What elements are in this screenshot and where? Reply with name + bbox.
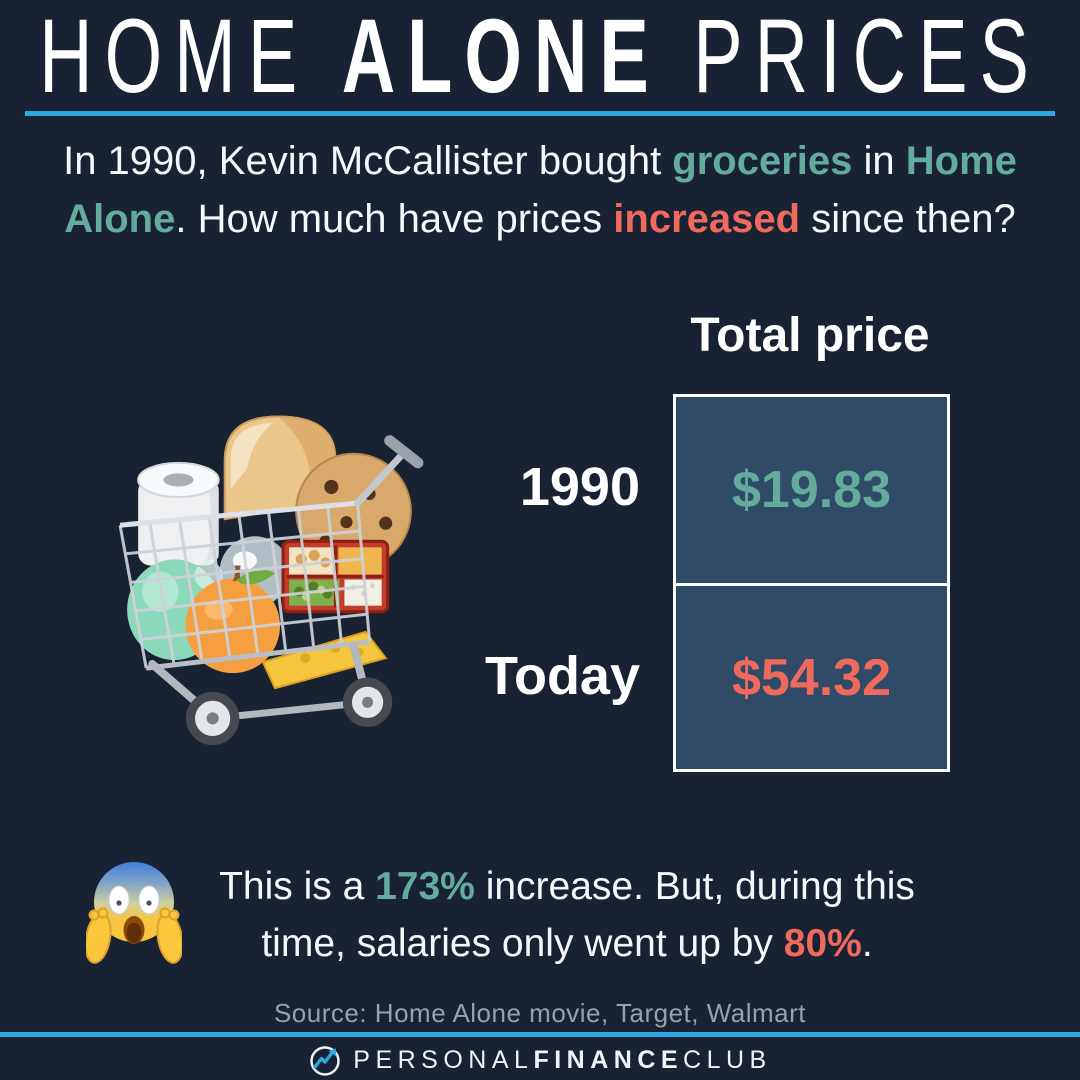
header-divider <box>25 111 1055 116</box>
price-cell-today: $54.32 <box>676 583 947 769</box>
brand-chart-logo-icon <box>310 1045 341 1076</box>
intro-groceries: groceries <box>672 139 853 183</box>
page-title: HOME ALONE PRICES <box>0 0 1080 114</box>
screaming-face-icon <box>86 862 182 964</box>
price-cell-1990: $19.83 <box>676 397 947 583</box>
conclusion-increase-pct: 173% <box>375 865 475 908</box>
conclusion-1c: increase. But, during this <box>474 865 915 908</box>
price-table: $19.83 $54.32 <box>673 394 950 772</box>
price-value-today: $54.32 <box>731 648 892 707</box>
cart-basket-grid <box>118 502 372 669</box>
conclusion-1a: This is a <box>219 865 376 908</box>
conclusion-salary-pct: 80% <box>783 922 862 965</box>
title-thin-2: PRICES <box>660 0 1041 115</box>
source-citation: Source: Home Alone movie, Target, Walmar… <box>273 998 807 1028</box>
conclusion-line-1: This is a 173% increase. But, during thi… <box>52 858 1080 915</box>
intro-2d: since then? <box>800 197 1016 241</box>
row-label-1990: 1990 <box>519 457 640 517</box>
intro-increased: increased <box>613 197 801 241</box>
cart-wheels <box>185 677 393 746</box>
intro-1c: in <box>852 139 906 183</box>
brand-finance: FINANCE <box>533 1046 684 1074</box>
intro-home: Home <box>905 139 1017 183</box>
conclusion-line-2: time, salaries only went up by 80%. <box>52 915 1080 972</box>
title-bold: ALONE <box>341 0 661 115</box>
conclusion-2a: time, salaries only went up by <box>261 922 784 965</box>
brand-personal: PERSONAL <box>353 1046 534 1074</box>
intro-line-1: In 1990, Kevin McCallister bought grocer… <box>0 132 1080 190</box>
footer-divider <box>0 1032 1080 1037</box>
footer-brand: PERSONALFINANCECLUB <box>0 1041 1080 1080</box>
intro-1a: In 1990, Kevin McCallister bought <box>63 139 673 183</box>
conclusion-text: This is a 173% increase. But, during thi… <box>52 858 1080 972</box>
intro-2b: . How much have prices <box>175 197 614 241</box>
page-title-text: HOME ALONE PRICES <box>39 0 1041 116</box>
intro-text: In 1990, Kevin McCallister bought grocer… <box>0 132 1080 248</box>
intro-line-2: Alone. How much have prices increased si… <box>0 190 1080 248</box>
total-price-header: Total price <box>690 309 930 362</box>
title-thin-1: HOME <box>39 0 342 115</box>
brand-wordmark: PERSONALFINANCECLUB <box>353 1046 771 1075</box>
row-label-today: Today <box>484 646 640 706</box>
brand-club: CLUB <box>683 1046 772 1074</box>
price-value-1990: $19.83 <box>731 461 892 519</box>
intro-alone: Alone <box>64 197 176 241</box>
shopping-cart-icon <box>118 415 424 746</box>
conclusion-2c: . <box>861 922 873 965</box>
